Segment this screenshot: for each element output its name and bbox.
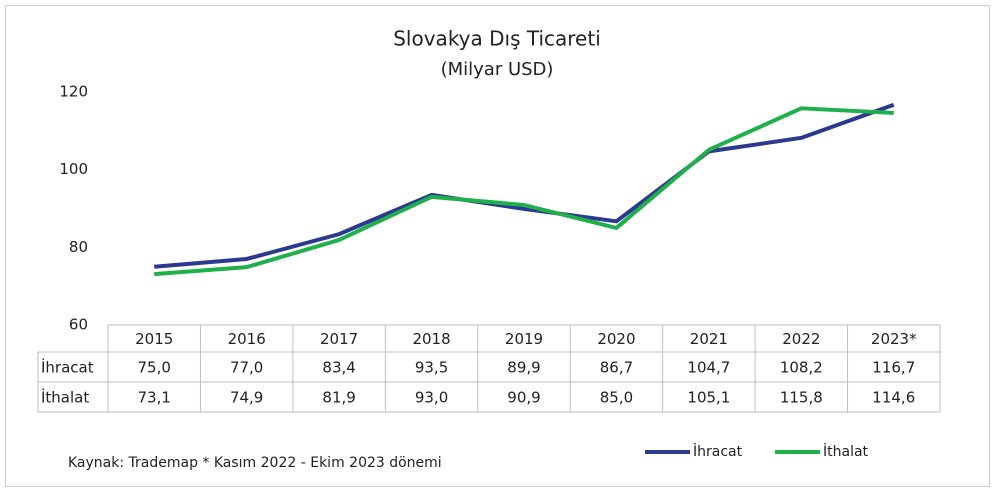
table-cell: 108,2	[780, 359, 823, 377]
table-cell: 105,1	[687, 389, 730, 407]
table-cell: 90,9	[507, 389, 540, 407]
y-tick-label: 80	[69, 238, 88, 256]
x-tick-label: 2015	[135, 330, 173, 348]
table-cell: 85,0	[600, 389, 633, 407]
x-tick-label: 2018	[412, 330, 450, 348]
table-cell: 83,4	[322, 359, 355, 377]
y-tick-label: 120	[59, 83, 88, 101]
table-cell: 115,8	[780, 389, 823, 407]
chart-title: Slovakya Dış Ticareti	[393, 27, 601, 51]
table-row-header: İhracat	[41, 358, 94, 377]
x-tick-label: 2020	[597, 330, 635, 348]
table-cell: 93,0	[415, 389, 448, 407]
chart-subtitle: (Milyar USD)	[441, 59, 554, 80]
table-cell: 77,0	[230, 359, 263, 377]
chart-border	[5, 5, 990, 487]
legend-label: İhracat	[693, 442, 743, 460]
table-cell: 104,7	[687, 359, 730, 377]
table-cell: 75,0	[138, 359, 171, 377]
table-row-header: İthalat	[41, 388, 89, 407]
table-cell: 86,7	[600, 359, 633, 377]
source-note: Kaynak: Trademap * Kasım 2022 - Ekim 202…	[68, 455, 442, 471]
series-line	[154, 106, 894, 277]
x-tick-label: 2017	[320, 330, 358, 348]
y-tick-label: 100	[59, 160, 88, 178]
table-cell: 116,7	[872, 359, 915, 377]
x-tick-label: 2022	[782, 330, 820, 348]
table-cell: 89,9	[507, 359, 540, 377]
table-cell: 93,5	[415, 359, 448, 377]
x-tick-label: 2023*	[871, 330, 917, 348]
y-tick-label: 60	[69, 316, 88, 334]
x-tick-label: 2019	[505, 330, 543, 348]
legend-label: İthalat	[823, 442, 869, 460]
table-cell: 73,1	[138, 389, 171, 407]
x-tick-label: 2016	[228, 330, 266, 348]
x-tick-label: 2021	[690, 330, 728, 348]
table-cell: 81,9	[322, 389, 355, 407]
series-line	[154, 102, 895, 269]
table-cell: 114,6	[872, 389, 915, 407]
table-cell: 74,9	[230, 389, 263, 407]
